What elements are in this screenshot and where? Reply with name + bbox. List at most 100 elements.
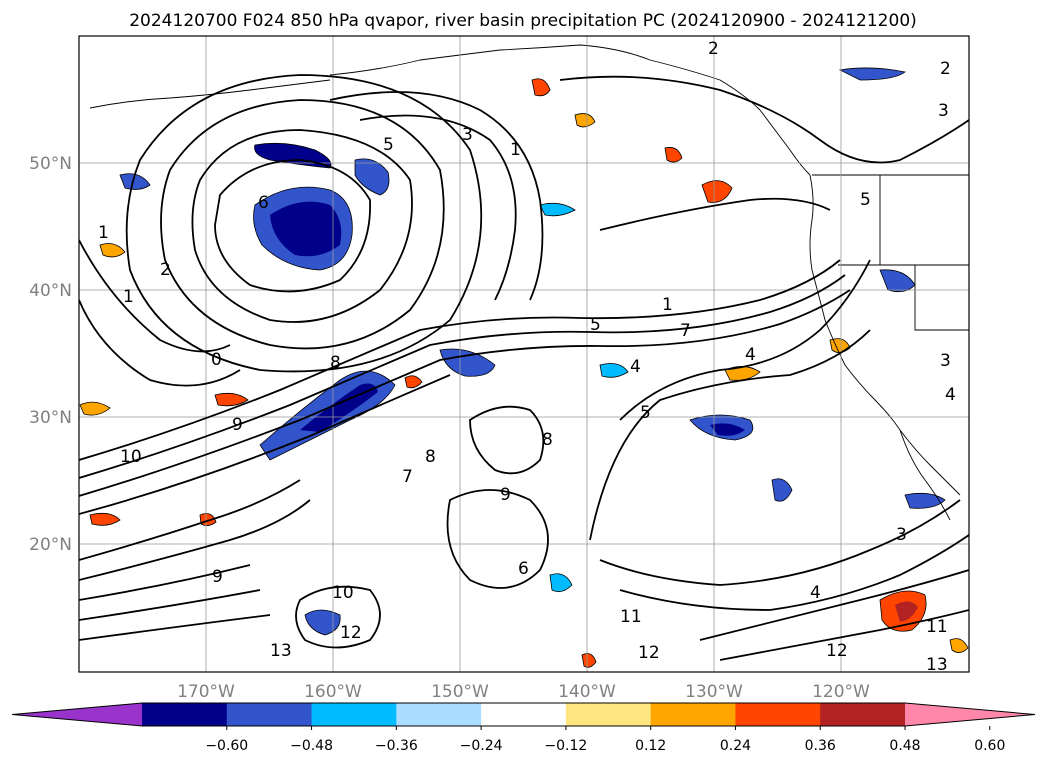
negative-region-mid-2	[539, 202, 576, 217]
contour-label: 4	[745, 345, 756, 365]
contour-ar-3	[79, 289, 851, 497]
contour-label: 0	[211, 350, 222, 370]
lat-label: 20°N	[29, 535, 72, 555]
contour-label: 12	[340, 623, 362, 643]
contour-label: 3	[940, 351, 951, 371]
positive-region-n2	[664, 147, 683, 163]
colorbar: −0.60 −0.48 −0.36 −0.24 −0.12 0.12 0.24 0.36 0.4…	[11, 702, 1036, 754]
lat-label: 50°N	[29, 154, 72, 174]
coastlines	[89, 44, 969, 521]
contour-label: 13	[926, 655, 948, 675]
positive-region-w	[79, 401, 111, 416]
colorbar-tick-label: 0.24	[720, 738, 751, 754]
contour-s-1	[79, 479, 301, 561]
contour-s-2	[79, 499, 311, 581]
colorbar-extend-low	[12, 703, 142, 726]
contour-label: 7	[402, 467, 413, 487]
aleutians	[89, 79, 331, 109]
contour-s-5	[79, 614, 271, 641]
negative-region-mid	[439, 348, 496, 377]
contour-low-4	[214, 159, 371, 293]
colorbar-tick-label: −0.36	[375, 738, 418, 754]
negative-region-north-2	[354, 158, 390, 196]
contour-label: 10	[120, 447, 142, 467]
contour-label: 1	[98, 223, 109, 243]
colorbar-tick-label: 0.60	[974, 738, 1005, 754]
lon-label: 120°W	[812, 682, 870, 702]
lon-label: 160°W	[304, 682, 362, 702]
contour-se-2	[719, 609, 969, 661]
contour-low-3	[125, 74, 483, 373]
contour-label: 3	[896, 525, 907, 545]
contour-arc-n2	[359, 114, 517, 301]
contour-label: 8	[425, 447, 436, 467]
colorbar-swatch	[650, 703, 736, 726]
contour-s-4	[79, 589, 261, 621]
contour-label: 9	[232, 415, 243, 435]
contour-ridge-3	[599, 499, 961, 586]
lon-label: 170°W	[177, 682, 235, 702]
contour-label: 5	[383, 135, 394, 155]
contour-ne-2	[599, 197, 831, 231]
colorbar-swatch	[565, 703, 652, 726]
lat-label: 40°N	[29, 281, 72, 301]
contour-label: 10	[332, 583, 354, 603]
negative-region-mid-3	[599, 363, 629, 378]
colorbar-extend-high	[905, 703, 1035, 726]
contour-label: 6	[518, 559, 529, 579]
colorbar-swatch	[396, 703, 482, 726]
positive-core-se	[895, 601, 918, 622]
colorbar-tick-label: −0.12	[544, 738, 587, 754]
contour-ar-2	[79, 274, 846, 479]
positive-region-n3	[574, 113, 596, 128]
contour-label: 3	[462, 125, 473, 145]
lon-label: 150°W	[431, 682, 489, 702]
contour-label: 3	[938, 101, 949, 121]
contour-label: 2	[708, 39, 719, 59]
contour-s-3	[79, 564, 251, 601]
colorbar-swatch	[226, 703, 313, 726]
negative-region-ne	[838, 67, 906, 81]
contour-mid-2	[446, 489, 549, 589]
lon-label: 130°W	[685, 682, 743, 702]
contour-label: 1	[662, 295, 673, 315]
contour-label: 11	[620, 607, 642, 627]
positive-region-mid	[404, 375, 423, 389]
lon-labels: 170°W 160°W 150°W 140°W 130°W 120°W	[177, 682, 870, 702]
contour-label: 7	[680, 321, 691, 341]
contour-label: 12	[826, 641, 848, 661]
lon-label: 140°W	[558, 682, 616, 702]
contour-sw-eddy	[295, 585, 381, 649]
colorbar-outline	[11, 702, 1036, 727]
positive-region-n	[531, 78, 551, 97]
figure-title: 2024120700 F024 850 hPa qvapor, river ba…	[129, 11, 917, 31]
contour-ar-4	[79, 374, 451, 515]
negative-core-gulf-low	[270, 201, 342, 257]
contour-label: 12	[638, 643, 660, 663]
contour-se-1	[699, 569, 969, 641]
contour-ne-1	[559, 75, 969, 164]
positive-region-e	[724, 366, 761, 381]
bc-coast	[809, 174, 961, 496]
contour-ar-1	[79, 259, 841, 461]
colorbar-swatch	[142, 703, 228, 726]
colorbar-swatch	[311, 703, 397, 726]
contour-ridge-4	[619, 534, 969, 611]
positive-region-e2	[829, 338, 851, 353]
contour-label: 2	[160, 260, 171, 280]
contour-label: 8	[542, 430, 553, 450]
contour-ridge-1	[619, 259, 871, 421]
contour-label: 5	[860, 190, 871, 210]
qvapor-contours	[79, 74, 969, 661]
contour-label: 4	[945, 385, 956, 405]
contour-low-2	[160, 99, 445, 350]
map-frame	[78, 35, 970, 673]
negative-region-se	[904, 492, 946, 509]
positive-region-s	[581, 653, 597, 668]
colorbar-swatch	[735, 703, 821, 726]
contour-low-1	[191, 129, 413, 323]
colorbar-tick-label: 0.36	[805, 738, 836, 754]
colorbar-tick-label: −0.48	[290, 738, 333, 754]
contour-label: 2	[940, 59, 951, 79]
